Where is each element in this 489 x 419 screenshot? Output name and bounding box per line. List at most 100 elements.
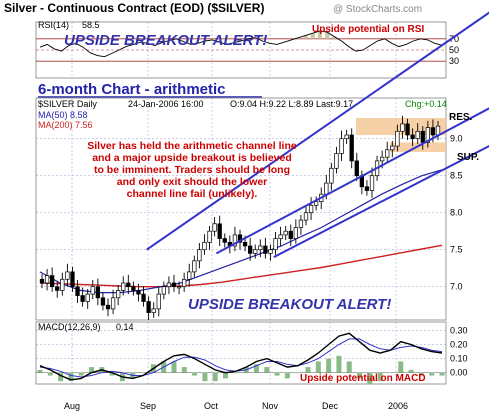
commentary-line-4: and only exit should the lower: [117, 176, 268, 188]
macd-histogram-bar: [47, 372, 53, 376]
date-label: 24-Jan-2006 16:00: [128, 99, 204, 109]
macd-histogram-bar: [233, 372, 239, 374]
x-tick-label: Oct: [204, 401, 219, 411]
price-tick-label: 9.0: [450, 134, 463, 144]
macd-histogram-bar: [140, 372, 146, 374]
ma50-line: [39, 169, 443, 294]
macd-histogram-bar: [377, 372, 383, 382]
candle-body: [242, 241, 248, 247]
chart-title: Silver - Continuous Contract (EOD) ($SIL…: [4, 1, 264, 15]
candle-body: [131, 286, 136, 291]
candle-body: [70, 271, 75, 288]
macd-histogram-bar: [223, 372, 229, 379]
macd-histogram-bar: [387, 372, 393, 374]
candle-body: [395, 130, 400, 147]
x-tick-label: Dec: [322, 401, 339, 411]
macd-histogram-bar: [274, 372, 280, 376]
candle-body: [248, 245, 253, 254]
candle-body: [435, 125, 441, 136]
rsi-tick-label: 30: [449, 56, 459, 66]
candle-body: [141, 293, 146, 302]
candle-body: [176, 286, 182, 289]
macd-histogram-bar: [398, 361, 404, 373]
macd-histogram-bar: [264, 367, 270, 373]
candle-body: [303, 212, 309, 221]
macd-histogram-bar: [429, 372, 435, 376]
candle-body: [268, 249, 273, 254]
candle-body: [314, 201, 319, 206]
candle-body: [380, 156, 385, 162]
candle-body: [283, 230, 288, 236]
candle-body: [293, 227, 298, 239]
macd-histogram-bar: [181, 367, 187, 373]
candle-body: [288, 230, 293, 239]
macd-histogram-bar: [253, 364, 259, 373]
candle-body: [146, 301, 151, 313]
candle-body: [187, 271, 192, 280]
candle-body: [298, 219, 304, 228]
channel-line-middle: [215, 107, 489, 255]
candle-body: [85, 293, 90, 302]
rsi-plot: [39, 30, 443, 58]
macd-plot: [37, 332, 445, 384]
commentary-line-1: Silver has held the arithmetic channel l…: [87, 140, 297, 152]
macd-label: MACD(12,26,9): [38, 322, 101, 332]
chart-label: 6-month Chart - arithmetic: [38, 81, 226, 98]
candle-body: [182, 278, 187, 288]
rsi-value: 58.5: [82, 20, 100, 30]
candle-body: [222, 238, 227, 243]
macd-histogram-bar: [284, 372, 290, 379]
rsi-tick-label: 70: [449, 34, 459, 44]
rsi-alert-text: UPSIDE BREAKOUT ALERT!: [64, 32, 267, 49]
macd-histogram-bar: [408, 369, 414, 373]
price-tick-label: 7.5: [450, 245, 463, 255]
candle-body: [55, 286, 60, 291]
price-grid: [36, 98, 446, 320]
rsi-label: RSI(14): [38, 20, 69, 30]
ma200-line: [39, 244, 443, 288]
candle-body: [344, 134, 349, 140]
x-tick-label: Aug: [64, 401, 80, 411]
candle-body: [369, 175, 375, 191]
candle-body: [100, 297, 106, 306]
macd-histogram-bar: [336, 355, 342, 373]
trend-channel: [146, 11, 489, 258]
moving-averages: [39, 169, 443, 294]
rsi-grid: [36, 22, 446, 78]
main-alert-text: UPSIDE BREAKOUT ALERT!: [188, 296, 391, 313]
candle-body: [171, 282, 177, 288]
candle-body: [166, 282, 172, 288]
candle-body: [212, 223, 217, 232]
macd-histogram-bar: [326, 358, 332, 373]
candle-body: [232, 234, 238, 247]
macd-histogram-bar: [202, 372, 208, 382]
ma200-label: MA(200) 7.56: [38, 120, 93, 130]
candle-body: [151, 308, 156, 313]
candle-body: [136, 290, 141, 295]
price-candles: [39, 115, 441, 320]
rsi-tick-label: 50: [449, 45, 459, 55]
candle-body: [430, 127, 436, 136]
channel-line-lower: [273, 145, 489, 258]
macd-line: [39, 332, 443, 381]
candle-body: [400, 123, 405, 132]
macd-histogram-bar: [68, 372, 74, 382]
candle-body: [263, 245, 268, 254]
x-axis: Aug Sep Oct Nov Dec 2006: [64, 401, 408, 411]
x-tick-label: Sep: [140, 401, 156, 411]
macd-histogram-bar: [295, 372, 301, 374]
macd-histogram-bar: [418, 372, 424, 376]
macd-histogram-bar: [192, 372, 198, 376]
macd-histogram-bar: [171, 361, 177, 373]
price-tick-label: 7.0: [450, 282, 463, 292]
price-tick-label: 8.5: [450, 171, 463, 181]
candle-body: [420, 130, 425, 143]
symbol-label: $SILVER Daily: [38, 99, 97, 109]
commentary-line-3: to be imminent. Traders should be long: [94, 164, 290, 176]
macd-tick-label: 0.30: [450, 325, 468, 335]
candle-body: [116, 290, 121, 299]
candle-body: [410, 134, 415, 140]
channel-line-upper: [146, 11, 489, 251]
resistance-label: RES.: [449, 112, 473, 123]
